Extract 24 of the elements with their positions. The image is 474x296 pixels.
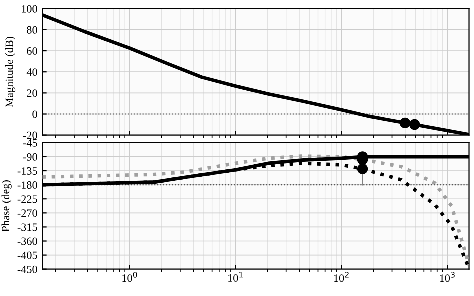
y-tick-label: 60 (27, 47, 38, 55)
x-tick-label: 10$^{3}$ (440, 272, 455, 282)
x-tick-label: 10$^{0}$ (122, 272, 138, 282)
x-tick-label: 10$^{2}$ (334, 272, 349, 282)
y-axis-title: Phase (deg) (2, 180, 12, 232)
y-tick-label: -450 (18, 266, 38, 274)
y-tick-label: 100 (22, 5, 38, 13)
y-tick-label: 40 (26, 68, 38, 76)
y-tick-label: -45 (23, 139, 38, 147)
y-axis-title: Magnitude (dB) (5, 36, 16, 108)
x-tick-label: 10$^{1}$ (228, 272, 243, 282)
y-tick-label: -20 (23, 132, 38, 140)
y-tick-label: -360 (18, 238, 38, 246)
y-tick-label: -315 (18, 224, 38, 232)
y-tick-label: -180 (18, 182, 38, 190)
point (357, 164, 368, 174)
y-tick-label: 20 (27, 90, 38, 98)
y-tick-label: -270 (18, 210, 38, 218)
y-tick-label: 0 (32, 110, 38, 118)
y-tick-label: -225 (18, 196, 38, 204)
y-tick-label: -135 (18, 168, 38, 175)
y-tick-label: -405 (18, 252, 38, 260)
y-tick-label: 80 (27, 26, 38, 34)
y-tick-label: -90 (23, 153, 38, 161)
